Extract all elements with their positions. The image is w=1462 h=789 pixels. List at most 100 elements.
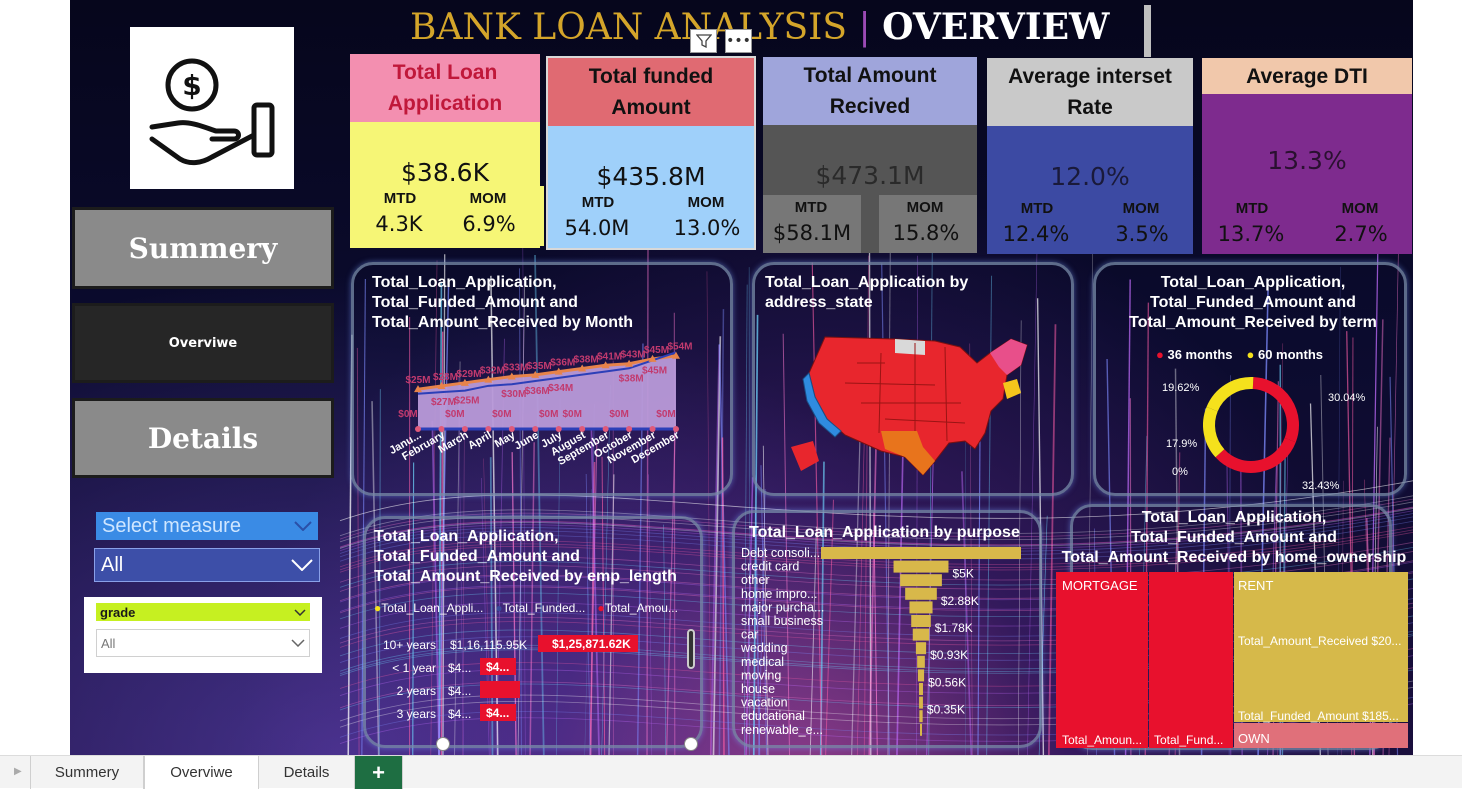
kpi-card[interactable]: Average DTI 13.3% MTD MOM 13.7% 2.7% <box>1202 58 1412 254</box>
data-label: $25M <box>405 375 430 386</box>
table-row[interactable]: 3 years $4... $4... <box>366 704 696 724</box>
funnel-bar[interactable] <box>917 656 925 668</box>
us-state-map <box>785 323 1045 483</box>
funnel-bar[interactable] <box>894 561 949 573</box>
term-chart-panel[interactable]: Total_Loan_Application, Total_Funded_Amo… <box>1093 262 1407 496</box>
treemap-cell[interactable] <box>1149 572 1233 748</box>
tab-summery[interactable]: Summery <box>30 756 144 789</box>
category-label: major purcha... <box>741 600 824 614</box>
data-label: $27M <box>431 397 456 408</box>
title-decor-bar <box>1144 5 1151 57</box>
resize-handle-right[interactable] <box>684 737 698 751</box>
table-row[interactable]: 10+ years $1,16,115.95K $1,25,871.62K <box>366 635 696 655</box>
nav-details-button[interactable]: Details <box>72 398 334 478</box>
category-label: wedding <box>740 641 788 655</box>
slice-label: 17.9% <box>1166 438 1197 450</box>
data-label: $0.56K <box>928 675 966 689</box>
row-category: 3 years <box>397 707 436 721</box>
kpi-card[interactable]: Average interset Rate 12.0% MTD MOM 12.4… <box>987 58 1193 254</box>
treemap-label: Total_Amount_Received $20... <box>1238 634 1401 648</box>
legend-item-36-months: ● 36 months <box>1156 347 1233 362</box>
data-label: $0M <box>492 409 511 420</box>
svg-text:$: $ <box>182 69 201 102</box>
kpi-card[interactable]: Total funded Amount $435.8M MTD MOM 54.0… <box>546 56 756 250</box>
month-chart-title: Total_Loan_Application, Total_Funded_Amo… <box>372 273 672 333</box>
kpi-mom-value: 6.9% <box>442 212 536 236</box>
resize-handle-left[interactable] <box>436 737 450 751</box>
more-options-icon[interactable]: ••• <box>725 29 752 53</box>
pie-slice[interactable] <box>1209 409 1220 453</box>
funnel-bar[interactable] <box>909 601 932 613</box>
row-received-label: $4... <box>486 706 509 720</box>
slice-label: 30.04% <box>1328 392 1366 404</box>
month-chart-panel[interactable]: Total_Loan_Application, Total_Funded_Amo… <box>351 262 733 496</box>
grade-slicer-header[interactable]: grade <box>96 603 310 621</box>
treemap-label: Total_Amoun... <box>1062 733 1142 747</box>
kpi-title: Total funded Amount <box>548 58 754 126</box>
state-map-panel[interactable]: Total_Loan_Application by address_state <box>752 262 1074 496</box>
chevron-down-icon <box>294 521 312 531</box>
funnel-bar[interactable] <box>919 697 923 709</box>
scrollbar[interactable] <box>687 629 695 669</box>
x-tick-label: April <box>466 429 494 452</box>
grade-value-dropdown[interactable]: All <box>96 629 310 657</box>
emp-chart-title: Total_Loan_Application, Total_Funded_Amo… <box>374 527 694 587</box>
chevron-down-icon <box>291 639 305 647</box>
nav-summery-button[interactable]: Summery <box>72 207 334 289</box>
funnel-bar[interactable] <box>913 629 929 641</box>
funnel-bar[interactable] <box>900 574 942 586</box>
data-label: $1.78K <box>935 621 973 635</box>
kpi-mom-value: 13.0% <box>660 216 754 240</box>
legend-dot-icon: ● <box>597 601 604 615</box>
nav-overview-button[interactable]: Overviwe <box>72 303 334 383</box>
loan-logo-icon: $ <box>130 27 294 189</box>
table-row[interactable]: < 1 year $4... $4... <box>366 658 696 678</box>
pie-slice[interactable] <box>1220 440 1290 467</box>
kpi-mom-label: MOM <box>666 194 746 211</box>
data-label: $35M <box>527 361 552 372</box>
data-label: $2.88K <box>941 594 979 608</box>
pie-slice[interactable] <box>1253 383 1293 440</box>
treemap-label: RENT <box>1238 578 1273 593</box>
table-row[interactable]: 2 years $4... <box>366 681 696 701</box>
measure-value-dropdown[interactable]: All <box>94 548 320 582</box>
funnel-bar[interactable] <box>919 710 922 722</box>
funnel-bar[interactable] <box>919 683 923 695</box>
data-label: $29M <box>456 369 481 380</box>
tab-overview[interactable]: Overviwe <box>144 756 259 789</box>
select-measure-dropdown[interactable]: Select measure <box>96 512 318 540</box>
emp-chart-panel[interactable]: Total_Loan_Application, Total_Funded_Amo… <box>363 516 703 748</box>
chevron-down-icon <box>291 559 313 571</box>
funnel-bar[interactable] <box>920 724 922 736</box>
category-label: educational <box>741 709 805 723</box>
kpi-title: Total Loan Application <box>350 54 540 122</box>
slice-label: 32.43% <box>1302 480 1340 492</box>
legend-item-loan: ●Total_Loan_Appli... <box>374 601 483 615</box>
funnel-bar[interactable] <box>821 547 1021 559</box>
category-label: house <box>741 682 775 696</box>
filter-icon[interactable] <box>690 29 717 53</box>
category-label: Debt consoli... <box>741 546 820 560</box>
row-funded-label: $1,16,115.95K <box>450 638 527 652</box>
kpi-card[interactable]: Total Amount Recived $473.1M MTD MOM $58… <box>763 57 977 253</box>
funnel-bar[interactable] <box>918 669 924 681</box>
kpi-card[interactable]: Total Loan Application $38.6K MTD MOM 4.… <box>350 54 540 248</box>
data-label: $38M <box>574 354 599 365</box>
kpi-mtd-value: 54.0M <box>552 216 642 240</box>
kpi-value: 12.0% <box>987 162 1193 191</box>
title-separator: | <box>859 7 871 48</box>
treemap-cell[interactable] <box>1056 572 1148 748</box>
tab-scroll-left-icon[interactable]: ▶ <box>14 766 24 780</box>
category-label: car <box>741 628 758 642</box>
purpose-chart-panel[interactable]: Total_Loan_Application by purpose Debt c… <box>732 510 1042 748</box>
add-page-button[interactable]: + <box>355 756 403 789</box>
legend-item-received: ●Total_Amou... <box>597 601 678 615</box>
tab-details[interactable]: Details <box>259 756 355 789</box>
pie-slice[interactable] <box>1212 383 1253 409</box>
bar-received[interactable] <box>480 681 520 698</box>
funnel-bar[interactable] <box>911 615 931 627</box>
legend-dot-icon: ● <box>495 601 502 615</box>
funnel-bar[interactable] <box>916 642 926 654</box>
chevron-down-icon <box>294 609 306 616</box>
funnel-bar[interactable] <box>905 588 937 600</box>
